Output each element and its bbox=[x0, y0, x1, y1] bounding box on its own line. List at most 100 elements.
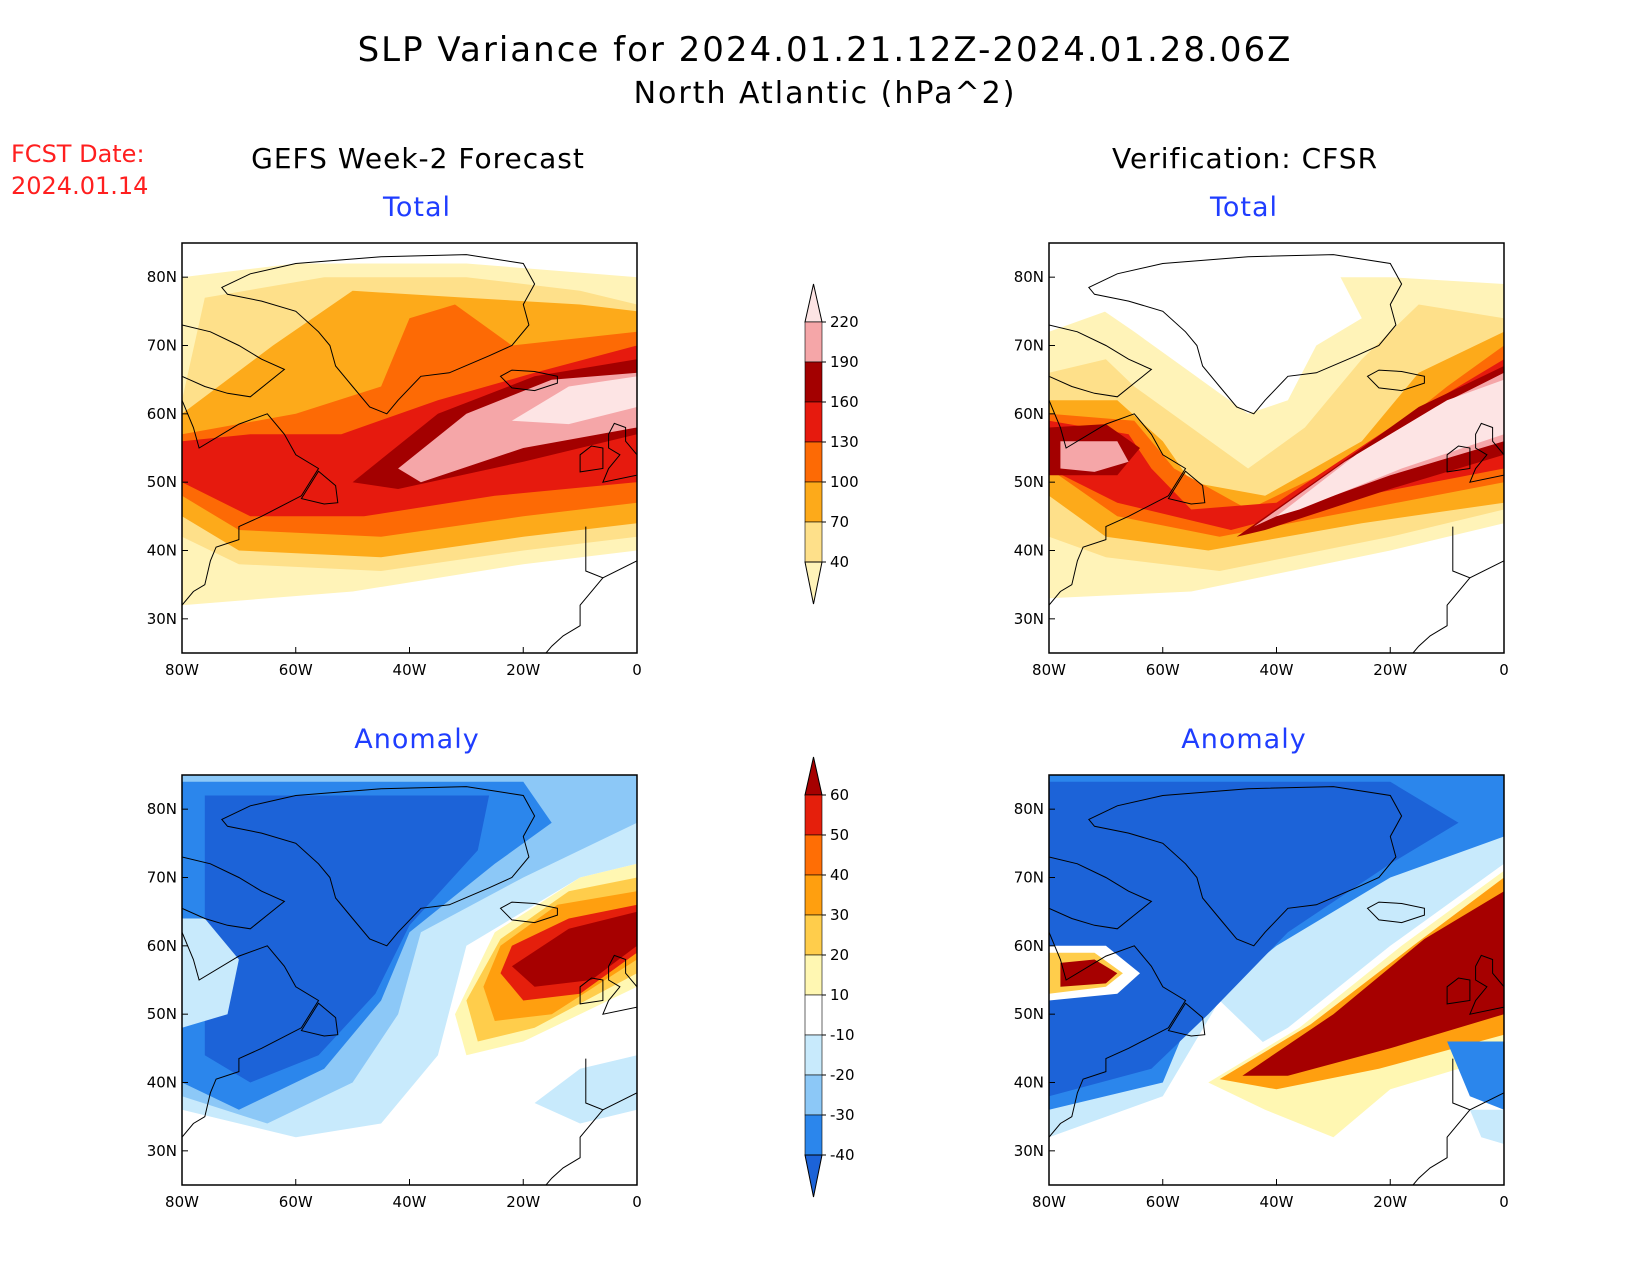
forecast-anomaly-lat-label: 40N bbox=[147, 1074, 177, 1092]
anomaly-colorbar-level-label: -20 bbox=[830, 1066, 855, 1084]
anomaly-colorbar-top-triangle bbox=[804, 756, 823, 796]
anomaly-colorbar-segment bbox=[804, 1114, 823, 1156]
verification-anomaly-svg: 80N 70N 60N 50N 40N 30N 80W 60W 40W 20W 0 bbox=[1014, 774, 1509, 1211]
forecast-anomaly-lat-label: 30N bbox=[147, 1142, 177, 1160]
anomaly-colorbar-level-label: 50 bbox=[830, 826, 849, 844]
forecast-total-lon-label: 20W bbox=[506, 661, 540, 679]
verification-anomaly-coastline-5 bbox=[1049, 856, 1153, 930]
forecast-total-svg: 80N 70N 60N 50N 40N 30N 80W 60W 40W 20W 0 bbox=[147, 242, 642, 679]
forecast-total-lon-label: 60W bbox=[279, 661, 313, 679]
forecast-anomaly-contour-fill-10 bbox=[511, 911, 637, 987]
verification-anomaly-coastline-line-2 bbox=[1412, 1109, 1471, 1185]
verification-anomaly-coastline-4 bbox=[1167, 1002, 1206, 1037]
total-colorbar-level-label: 190 bbox=[830, 353, 859, 371]
forecast-total-label: Total bbox=[382, 192, 452, 223]
verification-anomaly-lat-label: 50N bbox=[1014, 1005, 1044, 1023]
verification-anomaly-lon-label: 60W bbox=[1146, 1193, 1180, 1211]
total-colorbar-segment bbox=[804, 441, 823, 483]
forecast-anomaly-coastline-2 bbox=[602, 954, 637, 1015]
fcst-date-label: FCST Date: bbox=[11, 140, 145, 168]
forecast-anomaly-lat-label: 70N bbox=[147, 869, 177, 887]
anomaly-colorbar-segment bbox=[804, 1074, 823, 1116]
verification-total-lon-label: 0 bbox=[1499, 661, 1509, 679]
total-colorbar-level-label: 220 bbox=[830, 313, 859, 331]
verification-anomaly-contour-fill-8 bbox=[1219, 877, 1504, 1090]
total-colorbar: 40 70 100 130 160 190 220 bbox=[795, 282, 865, 610]
anomaly-colorbar-segment bbox=[804, 994, 823, 1036]
anomaly-colorbar-level-label: -30 bbox=[830, 1106, 855, 1124]
verification-anomaly-lon-label: 20W bbox=[1373, 1193, 1407, 1211]
total-colorbar-segment bbox=[804, 401, 823, 443]
verification-anomaly-contour-fill-2 bbox=[1049, 781, 1459, 1097]
right-column-title: Verification: CFSR bbox=[1111, 142, 1379, 175]
forecast-total-coastline-4 bbox=[300, 470, 339, 505]
verification-anomaly-map: 80N 70N 60N 50N 40N 30N 80W 60W 40W 20W 0 bbox=[987, 767, 1527, 1227]
verification-total-lat-label: 30N bbox=[1014, 610, 1044, 628]
forecast-anomaly-coastline-line-2 bbox=[545, 1109, 604, 1185]
forecast-anomaly-svg: 80N 70N 60N 50N 40N 30N 80W 60W 40W 20W 0 bbox=[147, 774, 642, 1211]
forecast-total-lon-label: 40W bbox=[393, 661, 427, 679]
forecast-anomaly-coastline-5 bbox=[182, 856, 286, 930]
total-colorbar-level-label: 100 bbox=[830, 473, 859, 491]
forecast-total-lat-label: 40N bbox=[147, 542, 177, 560]
forecast-total-lon-label: 0 bbox=[632, 661, 642, 679]
verification-total-coastline-line-2 bbox=[1412, 577, 1471, 653]
total-colorbar-svg: 40 70 100 130 160 190 220 bbox=[804, 283, 859, 605]
anomaly-colorbar-segment bbox=[804, 794, 823, 836]
anomaly-colorbar-level-label: 10 bbox=[830, 986, 849, 1004]
fcst-date-block: FCST Date: 2024.01.14 bbox=[11, 138, 148, 202]
main-title: SLP Variance for 2024.01.21.12Z-2024.01.… bbox=[357, 30, 1293, 70]
verification-anomaly-contour-fill-5 bbox=[1060, 959, 1118, 987]
verification-anomaly-contour-fill-11 bbox=[1469, 1109, 1504, 1144]
anomaly-colorbar-svg: -40 -30 -20 -10 10 20 30 40 50 60 bbox=[804, 756, 855, 1198]
forecast-total-coastline-line-2 bbox=[545, 577, 604, 653]
forecast-total-coastline-line-1 bbox=[585, 526, 637, 579]
forecast-anomaly-contour-fill-3 bbox=[204, 795, 490, 1083]
forecast-total-lon-label: 80W bbox=[165, 661, 199, 679]
total-colorbar-segment bbox=[804, 361, 823, 403]
forecast-anomaly-lat-label: 60N bbox=[147, 937, 177, 955]
anomaly-colorbar-level-label: 40 bbox=[830, 866, 849, 884]
forecast-anomaly-map: 80N 70N 60N 50N 40N 30N 80W 60W 40W 20W 0 bbox=[120, 767, 660, 1227]
anomaly-colorbar-level-label: 60 bbox=[830, 786, 849, 804]
verification-total-contour-fill-8 bbox=[1276, 379, 1504, 517]
forecast-anomaly-lon-label: 40W bbox=[393, 1193, 427, 1211]
forecast-anomaly-coastline-line-0 bbox=[182, 932, 320, 1138]
verification-total-coastline-3 bbox=[1446, 445, 1471, 473]
total-colorbar-bottom-triangle bbox=[804, 561, 823, 605]
verification-total-lat-label: 80N bbox=[1014, 268, 1044, 286]
forecast-total-coastline-0 bbox=[221, 254, 536, 415]
verification-anomaly-label: Anomaly bbox=[1181, 724, 1307, 755]
forecast-total-coastline-5 bbox=[182, 324, 286, 398]
forecast-total-coastline-2 bbox=[602, 422, 637, 483]
total-colorbar-level-label: 160 bbox=[830, 393, 859, 411]
total-colorbar-top-triangle bbox=[804, 283, 823, 323]
anomaly-colorbar-segment bbox=[804, 954, 823, 996]
verification-total-coastline-1 bbox=[1366, 369, 1425, 392]
forecast-total-coastline-3 bbox=[579, 445, 604, 473]
verification-total-lon-label: 20W bbox=[1373, 661, 1407, 679]
forecast-anomaly-label: Anomaly bbox=[354, 724, 480, 755]
verification-total-coastline-5 bbox=[1049, 324, 1153, 398]
anomaly-colorbar-segment bbox=[804, 914, 823, 956]
verification-total-lon-label: 60W bbox=[1146, 661, 1180, 679]
forecast-anomaly-lat-label: 80N bbox=[147, 800, 177, 818]
anomaly-colorbar-level-label: 20 bbox=[830, 946, 849, 964]
total-colorbar-level-label: 70 bbox=[830, 513, 849, 531]
total-colorbar-segment bbox=[804, 521, 823, 563]
forecast-total-lat-label: 70N bbox=[147, 337, 177, 355]
forecast-anomaly-lon-label: 0 bbox=[632, 1193, 642, 1211]
forecast-total-lat-label: 50N bbox=[147, 473, 177, 491]
verification-total-coastline-4 bbox=[1167, 470, 1206, 505]
verification-total-svg: 80N 70N 60N 50N 40N 30N 80W 60W 40W 20W 0 bbox=[1014, 242, 1509, 679]
verification-anomaly-lat-label: 60N bbox=[1014, 937, 1044, 955]
verification-anomaly-coastline-2 bbox=[1469, 954, 1504, 1015]
verification-anomaly-coastline-0 bbox=[1088, 786, 1403, 947]
left-column-title: GEFS Week-2 Forecast bbox=[251, 142, 585, 175]
verification-total-label: Total bbox=[1209, 192, 1279, 223]
verification-total-lon-label: 40W bbox=[1260, 661, 1294, 679]
anomaly-colorbar-bottom-triangle bbox=[804, 1154, 823, 1198]
forecast-anomaly-coastline-4 bbox=[300, 1002, 339, 1037]
forecast-anomaly-coastline-3 bbox=[579, 977, 604, 1005]
verification-total-lat-label: 50N bbox=[1014, 473, 1044, 491]
